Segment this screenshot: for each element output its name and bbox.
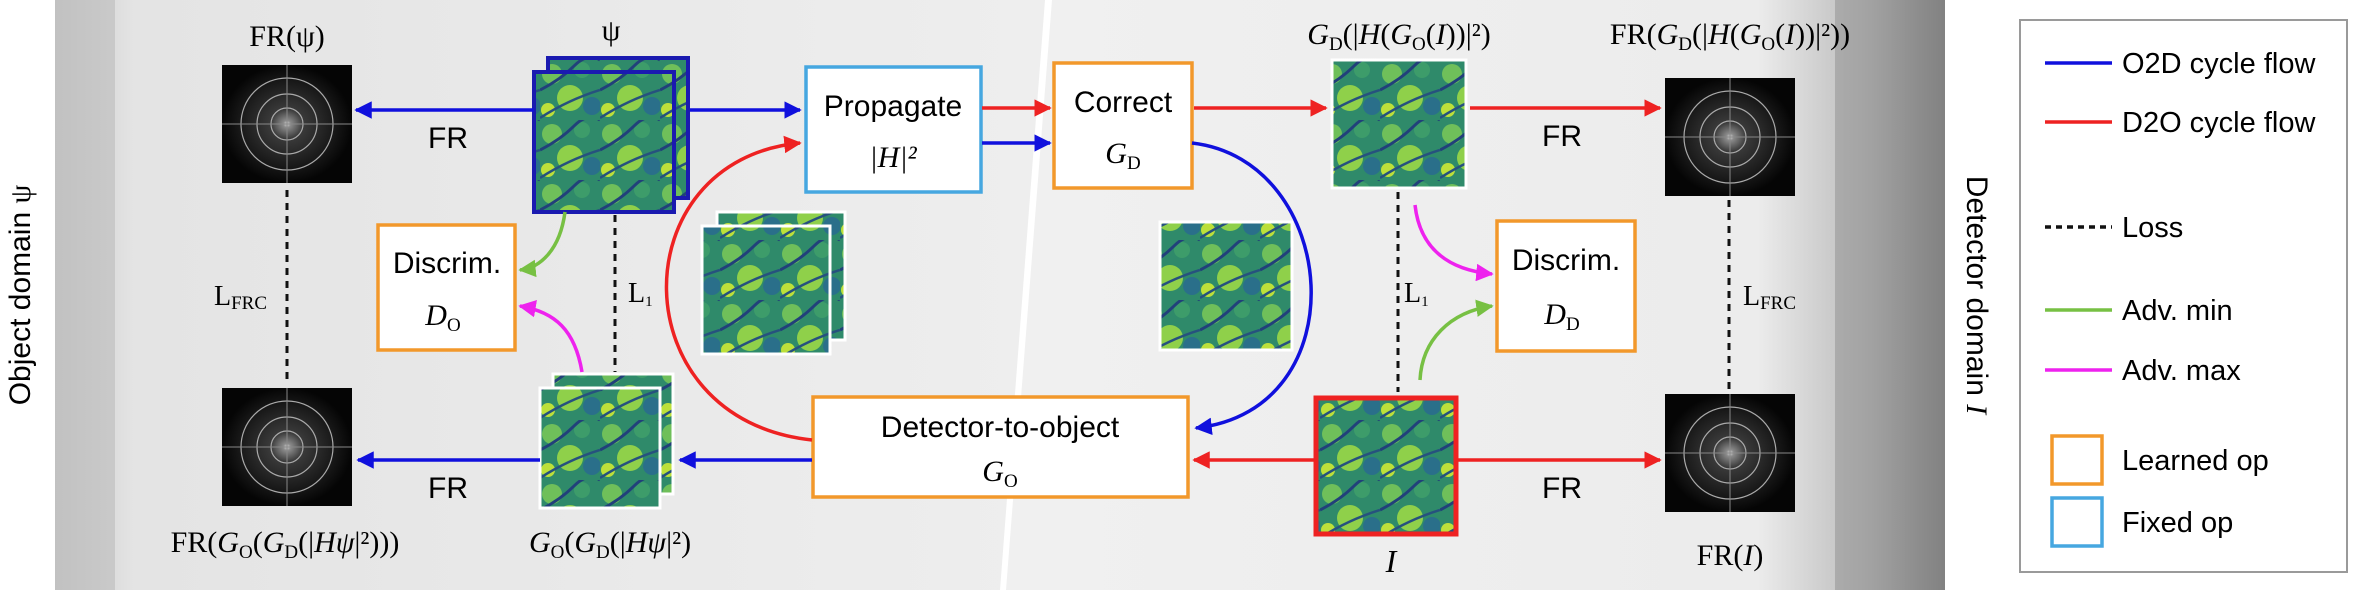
legend-label: Loss (2122, 212, 2183, 244)
go-gd-label: GO(GD(|Hψ|²) (529, 526, 691, 563)
object-domain-label: Object domain ψ (4, 185, 37, 406)
legend-item-d2o-cycle-flow: D2O cycle flow (2045, 107, 2316, 139)
flow-correct-to-go (1191, 141, 1313, 435)
fr-psi-image (221, 64, 353, 184)
discrim-object-box: Discrim. DO (376, 223, 517, 352)
legend-label: Adv. max (2122, 355, 2241, 387)
legend: O2D cycle flow D2O cycle flow Loss Adv. min… (2019, 19, 2348, 573)
adv-max-object (518, 300, 584, 373)
svg-text:Correct: Correct (1074, 86, 1173, 119)
fr-gd-h-go-image (1664, 77, 1796, 197)
legend-item-adv-min: Adv. min (2045, 295, 2233, 327)
propagate-box: Propagate |H|² (804, 65, 983, 194)
correct-box: Correct GD (1052, 61, 1194, 190)
d2o-flows (664, 99, 1662, 469)
legend-swatch (2050, 434, 2104, 486)
legend-swatch (2050, 496, 2104, 548)
legend-label: O2D cycle flow (2122, 48, 2316, 80)
legend-label: Learned op (2122, 445, 2269, 477)
psi-label: ψ (602, 14, 621, 47)
legend-item-loss: Loss (2045, 212, 2183, 244)
svg-text:|H|²: |H|² (869, 141, 917, 174)
fr-bottom-left-label: FR (428, 472, 468, 505)
detector-domain-label: Detector domain I (1960, 176, 1993, 416)
go-gd-image-stack (538, 372, 675, 510)
fr-go-gd-label: FR(GO(GD(|Hψ|²))) (171, 526, 400, 563)
fr-top-left-label: FR (428, 122, 468, 155)
detector-to-object-box: Detector-to-object GO (811, 395, 1190, 499)
svg-text:GD: GD (1105, 137, 1140, 174)
svg-text:DO: DO (424, 299, 460, 336)
svg-text:DD: DD (1543, 298, 1579, 335)
fr-gd-h-go-label: FR(GD(|H(GO(I))|²)) (1610, 18, 1850, 55)
l1-left-label: L1 (628, 278, 653, 310)
middle-left-image-stack (700, 210, 847, 356)
adversarial-flows (518, 204, 1494, 381)
fr-i-image (1664, 393, 1796, 513)
legend-label: Fixed op (2122, 507, 2233, 539)
l1-right-label: L1 (1404, 278, 1429, 310)
l-frc-left-label: LFRC (214, 281, 267, 314)
svg-text:Discrim.: Discrim. (393, 247, 501, 280)
o2d-flows (354, 101, 1313, 469)
legend-item-fixed-op: Fixed op (2050, 496, 2233, 548)
loss-lines (285, 190, 1731, 392)
i-label: I (1385, 543, 1398, 579)
adv-min-detector (1418, 299, 1494, 381)
i-image (1313, 395, 1459, 537)
flow-go-to-propagate (664, 135, 813, 442)
legend-item-o2d-cycle-flow: O2D cycle flow (2045, 48, 2316, 80)
fr-top-right-label: FR (1542, 120, 1582, 153)
fr-go-gd-image (221, 387, 353, 507)
legend-item-learned-op: Learned op (2050, 434, 2269, 486)
adv-max-detector (1413, 204, 1494, 282)
gd-h-go-image (1330, 58, 1468, 190)
svg-text:Propagate: Propagate (824, 90, 962, 123)
fr-psi-label: FR(ψ) (249, 20, 324, 53)
detector-photo-right (1835, 0, 1945, 590)
discrim-detector-box: Discrim. DD (1495, 219, 1637, 353)
psi-image-stack (532, 56, 690, 214)
middle-right-image (1158, 220, 1294, 352)
fr-bottom-right-label: FR (1542, 472, 1582, 505)
legend-item-adv-max: Adv. max (2045, 355, 2241, 387)
legend-label: Adv. min (2122, 295, 2233, 327)
adv-min-object (518, 211, 567, 278)
microscope-photo-left (55, 0, 115, 590)
svg-text:GO: GO (982, 455, 1017, 492)
legend-label: D2O cycle flow (2122, 107, 2316, 139)
gd-h-go-label: GD(|H(GO(I))|²) (1307, 18, 1490, 55)
svg-text:Detector-to-object: Detector-to-object (881, 411, 1120, 444)
svg-text:Discrim.: Discrim. (1512, 244, 1620, 277)
l-frc-right-label: LFRC (1743, 281, 1796, 314)
fr-i-label: FR(I) (1697, 539, 1764, 572)
